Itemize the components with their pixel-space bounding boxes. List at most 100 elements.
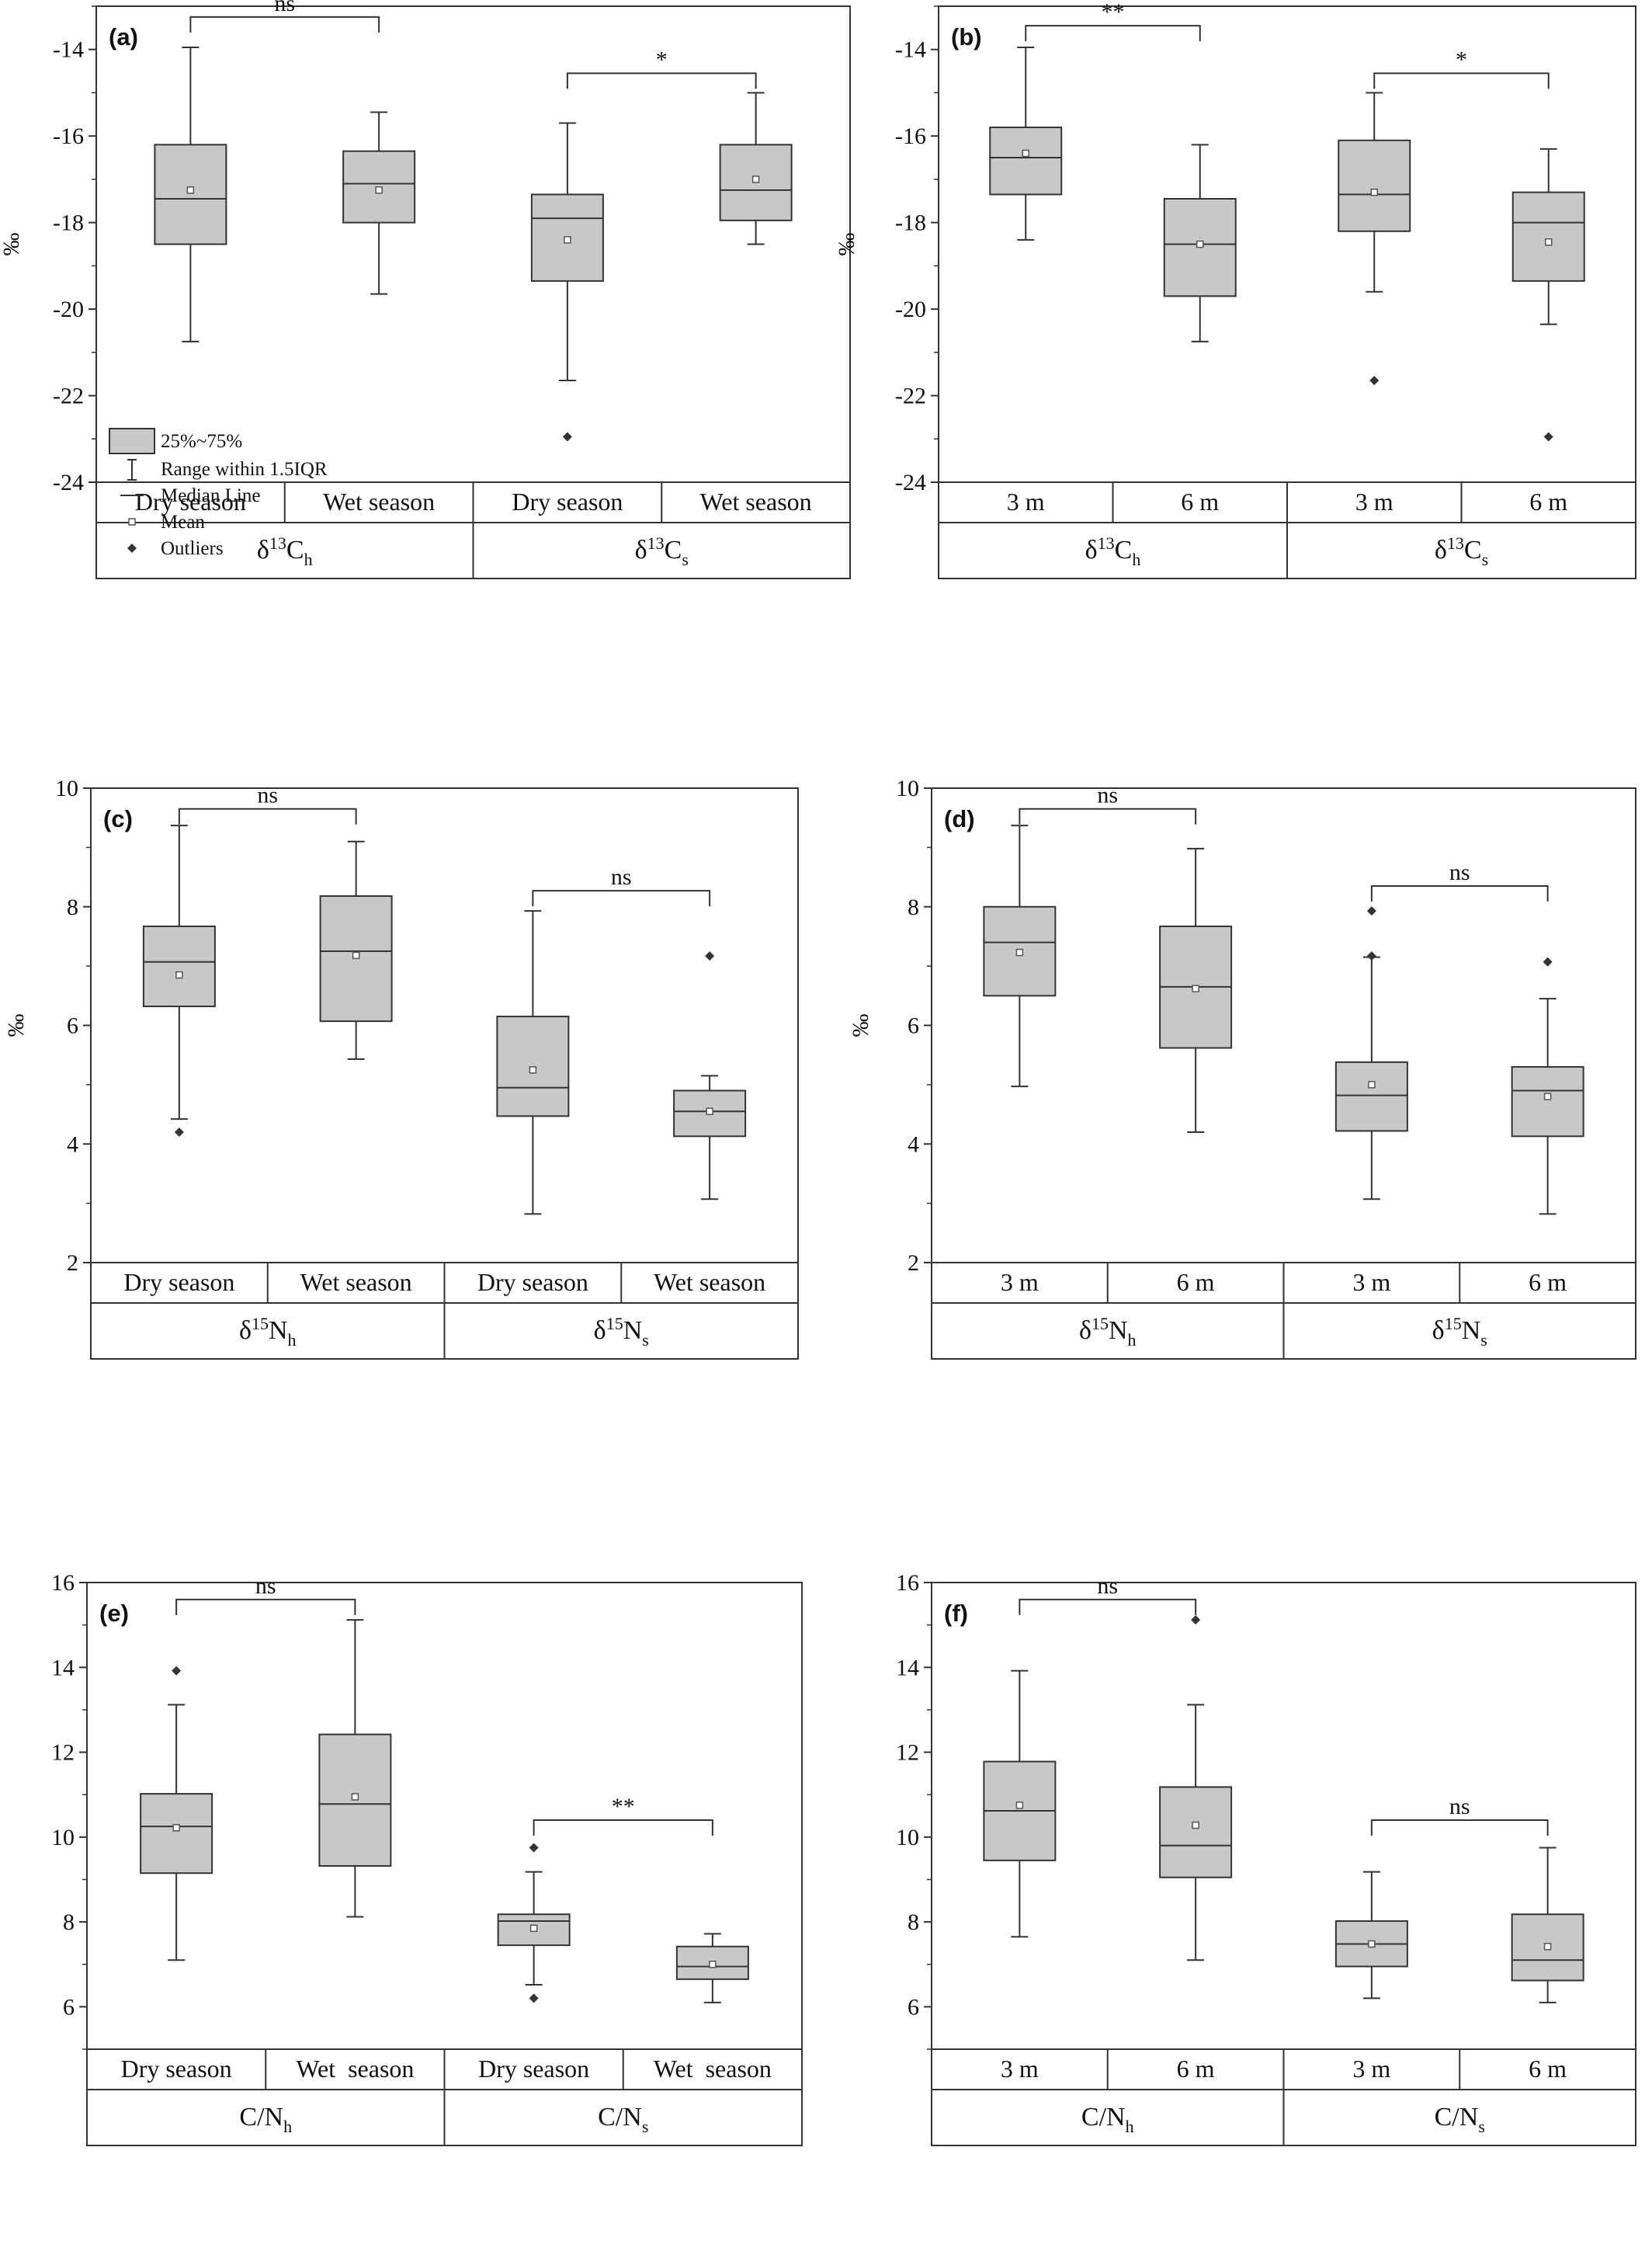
category-label: Wet season	[700, 488, 812, 516]
outlier-point	[174, 1127, 184, 1137]
box-series-item	[1159, 1615, 1233, 1961]
outlier-point	[1543, 432, 1553, 442]
outlier-point	[562, 432, 572, 442]
box-series-item	[1511, 957, 1584, 1215]
chart-panel: 10 8 6 4 2 ‰ (d) 3 m 6 m 3 m 6 m δ15Nh δ15Ns ns ns	[848, 776, 1636, 1360]
y-axis-label: ‰	[3, 1014, 29, 1037]
box-series-item	[719, 92, 793, 245]
y-tick-label: -16	[895, 123, 926, 149]
box-series-item	[675, 1933, 749, 2003]
y-tick-label: -24	[53, 470, 84, 495]
category-label: Dry season	[135, 488, 246, 516]
box-series-item	[142, 825, 216, 1137]
group-label: C/Ns	[598, 2103, 648, 2136]
y-tick-label: -16	[53, 123, 84, 149]
y-tick-label: 2	[908, 1250, 919, 1276]
box-series-item	[140, 1666, 213, 1961]
outlier-point	[1543, 957, 1553, 967]
y-tick-label: 8	[67, 895, 78, 920]
box-series-item	[989, 46, 1063, 241]
y-tick-label: 8	[908, 895, 919, 920]
y-tick-label: 2	[67, 1250, 78, 1276]
y-tick-label: 10	[896, 776, 919, 801]
group-label: δ13Ch	[1085, 533, 1141, 569]
category-label: Dry season	[512, 488, 623, 516]
panel-label: (f)	[944, 1600, 968, 1627]
group-label: δ15Nh	[239, 1314, 297, 1350]
outlier-point	[1366, 906, 1376, 916]
category-label: 3 m	[1352, 1268, 1390, 1296]
significance-label: *	[1456, 47, 1467, 72]
legend: 25%~75% Range within 1.5IQR Median Line Mea…	[109, 428, 328, 559]
category-label: 6 m	[1177, 1268, 1215, 1296]
significance-bracket	[1025, 25, 1201, 42]
significance-bracket	[1019, 1598, 1197, 1615]
y-tick-label: -22	[895, 384, 926, 409]
significance-bracket	[532, 890, 711, 907]
y-tick-label: -22	[53, 384, 84, 409]
y-tick-label: -18	[53, 210, 84, 236]
legend-item-label: Range within 1.5IQR	[161, 459, 328, 480]
category-label: Wet season	[323, 488, 435, 516]
legend-item-label: Outliers	[161, 538, 224, 559]
box-series-item	[319, 840, 393, 1061]
y-axis-label: ‰	[0, 233, 24, 256]
mean-marker	[529, 1066, 537, 1074]
mean-marker	[709, 1960, 717, 1968]
mean-marker	[175, 971, 183, 979]
significance-bracket	[1370, 885, 1549, 902]
mean-marker	[1015, 1801, 1024, 1809]
chart-panel: 16 14 12 10 8 6 (f) 3 m 6 m 3 m 6 m C/Nh C/Ns ns ns	[896, 1570, 1636, 2146]
y-tick-label: 4	[908, 1131, 919, 1157]
outlier-point	[1366, 951, 1376, 961]
significance-label: ns	[1449, 1794, 1470, 1819]
panel-label: (c)	[103, 805, 133, 832]
category-label: 6 m	[1529, 2055, 1567, 2083]
category-label: Wet season	[654, 2055, 772, 2083]
outlier-point	[1369, 376, 1380, 386]
box-series-item	[1159, 847, 1233, 1133]
significance-bracket	[178, 808, 357, 825]
box-series-item	[1511, 148, 1585, 442]
y-tick-label: 6	[908, 1994, 919, 2020]
significance-bracket	[175, 1598, 356, 1615]
group-label: δ13Cs	[1435, 533, 1488, 569]
mean-marker	[751, 175, 760, 183]
group-label: δ15Nh	[1079, 1314, 1137, 1350]
significance-label: ns	[257, 783, 278, 808]
chart-panel: -14 -16 -18 -20 -22 -24 ‰ (b) 3 m 6 m 3 m 6 m δ13Ch δ…	[834, 0, 1636, 579]
category-label: Dry season	[477, 1268, 588, 1296]
mean-marker	[186, 186, 195, 194]
box-series-item	[983, 1669, 1057, 1938]
box-series-item	[1338, 92, 1411, 386]
iqr-box	[140, 1793, 213, 1874]
significance-bracket	[189, 16, 380, 33]
box-series-item	[1163, 144, 1237, 342]
category-label: 3 m	[1007, 488, 1045, 516]
y-tick-label: 14	[896, 1655, 919, 1680]
category-label: Wet season	[296, 2055, 414, 2083]
significance-label: ns	[274, 0, 295, 16]
panel-label: (e)	[99, 1600, 129, 1627]
box-series-item	[673, 951, 747, 1200]
significance-label: ns	[1097, 1573, 1118, 1599]
mean-marker	[1015, 948, 1024, 957]
legend-item-label: Mean	[161, 512, 205, 533]
category-label: Dry season	[123, 1268, 234, 1296]
iqr-box	[1511, 191, 1585, 282]
y-tick-label: 16	[896, 1570, 919, 1596]
y-tick-label: 10	[55, 776, 78, 801]
iqr-box	[142, 925, 216, 1008]
significance-label: *	[656, 47, 668, 72]
outlier-point	[1191, 1615, 1201, 1625]
category-label: 3 m	[1352, 2055, 1390, 2083]
group-label: δ13Ch	[257, 533, 313, 569]
category-label: 3 m	[1001, 1268, 1039, 1296]
significance-bracket	[533, 1819, 713, 1836]
y-tick-label: -24	[895, 470, 926, 495]
mean-marker	[1368, 1940, 1376, 1948]
group-label: C/Nh	[239, 2103, 292, 2136]
y-tick-label: 4	[67, 1131, 78, 1157]
mean-marker	[706, 1107, 713, 1115]
